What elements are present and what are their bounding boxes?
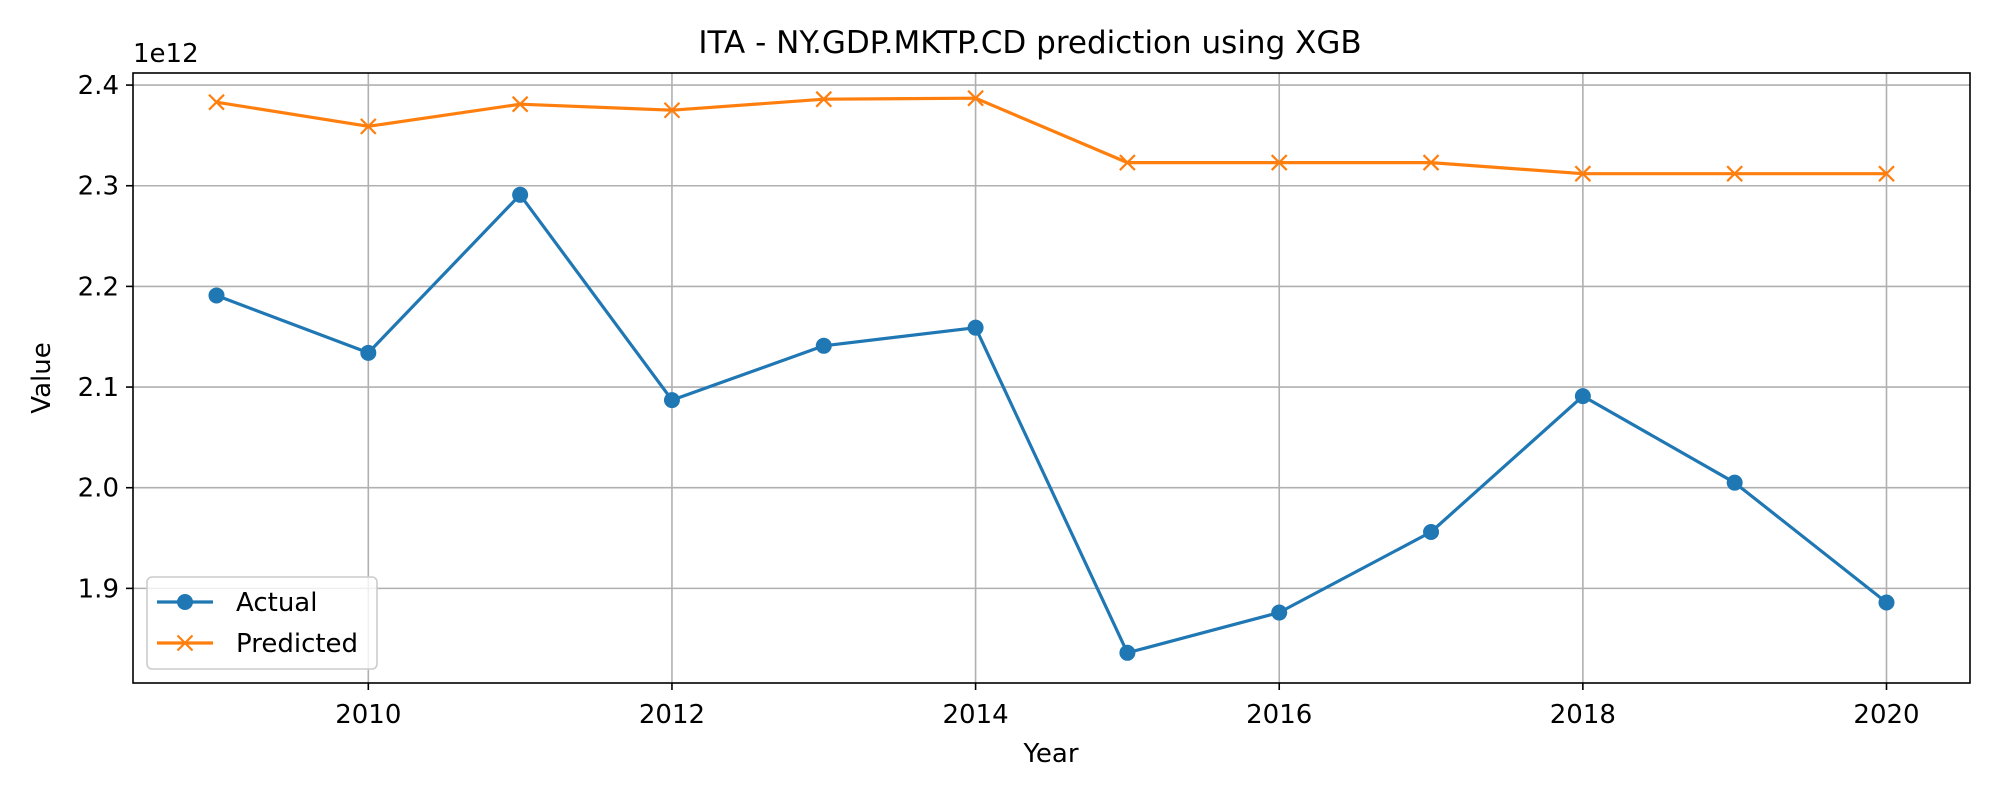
predicted-data-point: [1726, 165, 1743, 182]
y-axis-title: Value: [27, 342, 57, 413]
x-tick-label: 2010: [335, 700, 401, 730]
y-tick-label: 2.2: [78, 272, 119, 302]
predicted-data-point: [967, 89, 984, 107]
actual-data-point: [512, 186, 529, 203]
y-tick-label: 2.0: [78, 474, 119, 504]
y-scale-label: 1e12: [133, 39, 199, 69]
x-axis: 2010 2012 2014 2016 2018 2020: [335, 683, 1920, 730]
plot-frame: [132, 72, 1971, 684]
x-tick-label: 2020: [1853, 700, 1919, 730]
y-tick-label: 1.9: [78, 574, 119, 604]
actual-data-point: [1574, 388, 1591, 405]
predicted-series-line: [216, 96, 1887, 176]
predicted-data-point: [511, 95, 529, 113]
actual-data-point: [360, 344, 377, 361]
actual-data-point: [1878, 594, 1895, 611]
predicted-data-point: [1119, 154, 1136, 171]
legend-box: [146, 576, 378, 670]
predicted-data-point: [1574, 165, 1592, 182]
legend-actual-marker: [177, 594, 193, 610]
legend-predicted-marker: [176, 634, 194, 652]
legend: Actual Predicted: [146, 576, 378, 670]
actual-series-line: [215, 193, 1888, 655]
y-tick-label: 2.1: [78, 373, 119, 403]
actual-data-point: [815, 337, 832, 354]
actual-data-point: [1726, 474, 1743, 491]
predicted-data-point: [663, 101, 681, 119]
chart-title: ITA - NY.GDP.MKTP.CD prediction using XG…: [698, 25, 1361, 61]
predicted-data-point: [1878, 165, 1895, 182]
x-tick-label: 2016: [1246, 700, 1312, 730]
actual-data-point: [208, 287, 225, 304]
predicted-data-point: [1422, 154, 1440, 171]
x-tick-label: 2014: [943, 700, 1009, 730]
x-axis-title: Year: [1022, 739, 1078, 769]
y-axis: 1.9 2.0 2.1 2.2 2.3 2.4: [78, 71, 133, 604]
predicted-data-point: [1270, 154, 1288, 171]
actual-data-point: [1119, 644, 1136, 661]
actual-data-point: [663, 392, 680, 409]
legend-actual-label: Actual: [236, 588, 317, 618]
predicted-data-point: [208, 93, 225, 111]
y-tick-label: 2.4: [78, 71, 119, 101]
actual-data-point: [967, 319, 984, 336]
grid: [133, 73, 1970, 683]
actual-data-point: [1423, 524, 1440, 541]
x-tick-label: 2012: [639, 700, 705, 730]
actual-data-point: [1271, 604, 1288, 621]
x-tick-label: 2018: [1550, 700, 1616, 730]
y-tick-label: 2.3: [78, 172, 119, 202]
plot-series: [208, 89, 1895, 661]
predicted-data-point: [815, 90, 833, 108]
legend-predicted-label: Predicted: [236, 629, 358, 659]
predicted-data-point: [360, 118, 377, 135]
